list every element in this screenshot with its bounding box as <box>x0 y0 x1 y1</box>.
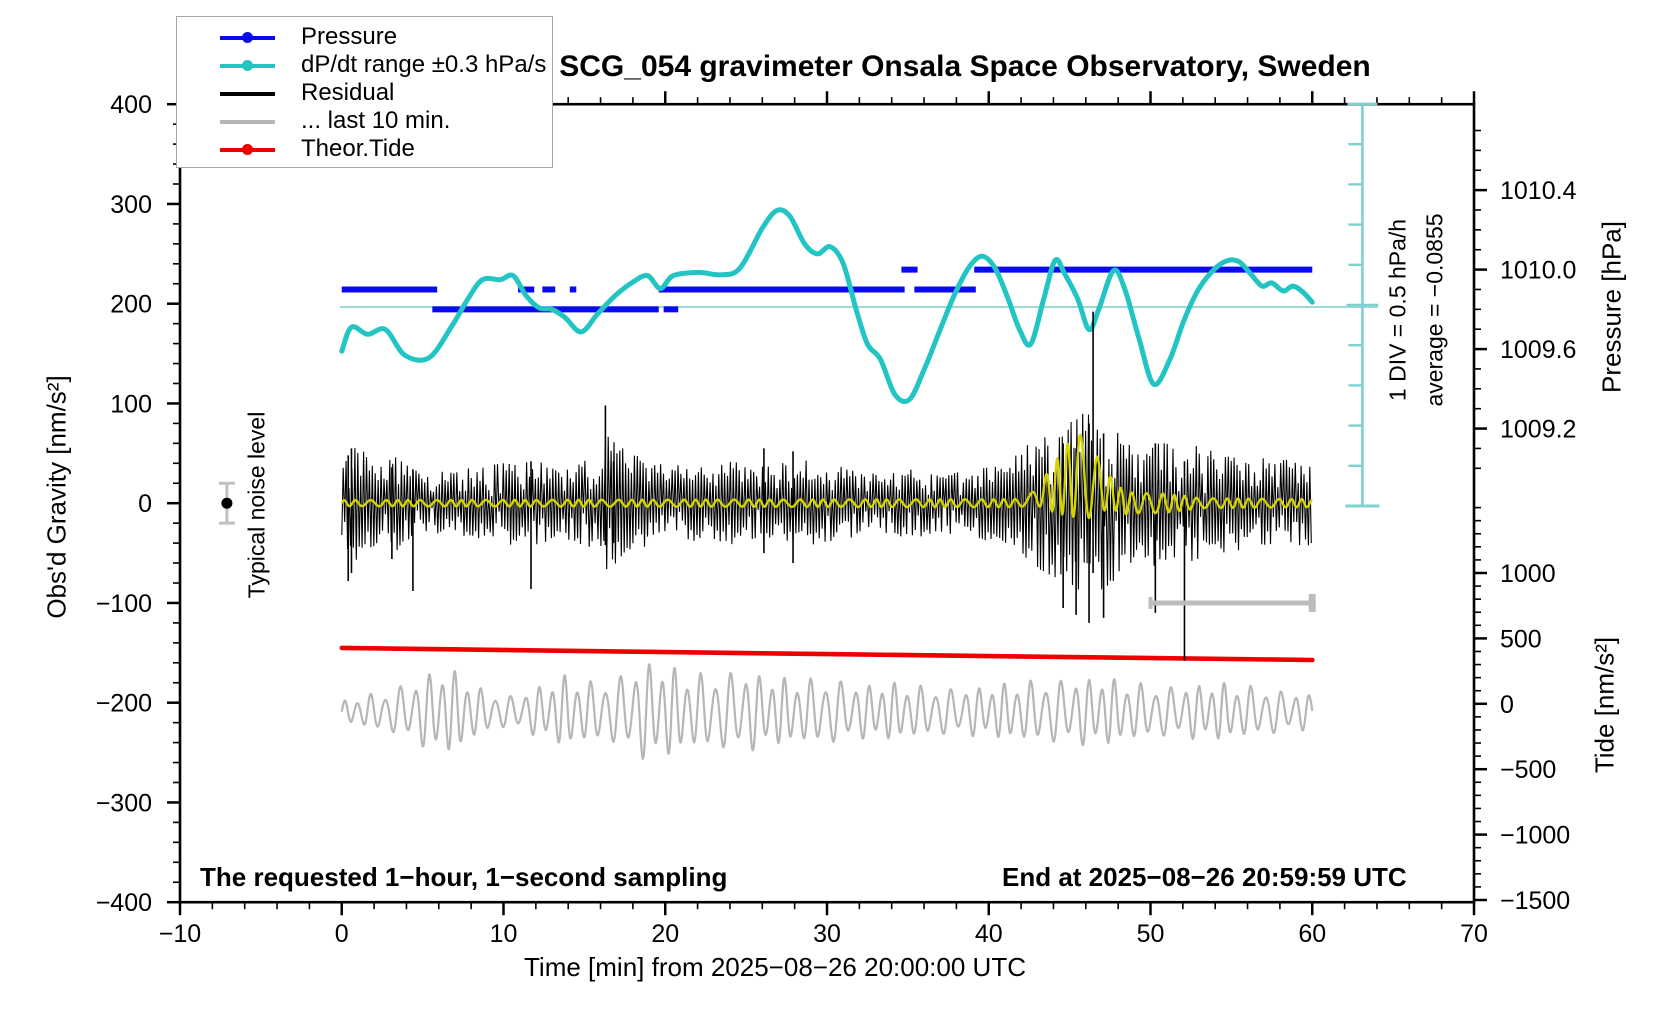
tide-axis-label: Tide [nm/s²] <box>1589 636 1620 774</box>
svg-text:400: 400 <box>110 91 152 119</box>
gravity-axis-label: Obs'd Gravity [nm/s²] <box>41 375 72 619</box>
svg-text:−500: −500 <box>1500 756 1556 784</box>
svg-text:100: 100 <box>110 390 152 418</box>
average-annotation: average = −0.0855 <box>1421 213 1448 407</box>
svg-text:1010.4: 1010.4 <box>1500 177 1577 205</box>
filtered-trace <box>340 433 1313 520</box>
legend-item-last10: ... last 10 min. <box>177 107 552 135</box>
svg-text:0: 0 <box>335 920 349 948</box>
svg-text:30: 30 <box>813 920 841 948</box>
legend-label: ... last 10 min. <box>301 107 451 134</box>
legend-label: Pressure <box>301 23 398 50</box>
svg-text:−200: −200 <box>96 690 152 718</box>
last10-bar <box>1148 593 1316 612</box>
div-scale-annotation: 1 DIV = 0.5 hPa/h <box>1384 218 1411 402</box>
legend-label: Theor.Tide <box>301 135 415 162</box>
pressure-line-icon <box>220 31 275 43</box>
svg-text:50: 50 <box>1137 920 1165 948</box>
legend-item-pressure: Pressure <box>177 23 552 51</box>
residual-line-icon <box>220 87 275 99</box>
svg-text:20: 20 <box>651 920 679 948</box>
time-axis-label: Time [min] from 2025−08−26 20:00:00 UTC <box>524 952 1026 982</box>
end-note: End at 2025−08−26 20:59:59 UTC <box>1002 862 1407 892</box>
legend-item-dpdt: dP/dt range ±0.3 hPa/s <box>177 51 552 79</box>
pressure-axis-label: Pressure [hPa] <box>1596 221 1627 393</box>
svg-text:1000: 1000 <box>1500 560 1556 588</box>
legend-box: Pressure dP/dt range ±0.3 hPa/s Residual… <box>176 16 553 168</box>
svg-text:0: 0 <box>1500 691 1514 719</box>
svg-text:−400: −400 <box>96 889 152 917</box>
noise-level-annotation: Typical noise level <box>243 411 270 599</box>
svg-text:60: 60 <box>1298 920 1326 948</box>
svg-text:−1500: −1500 <box>1500 887 1570 915</box>
noise-level-marker <box>218 481 235 525</box>
last10-line-icon <box>220 115 275 127</box>
legend-label: dP/dt range ±0.3 hPa/s <box>301 51 547 78</box>
page-title: SCG_054 gravimeter Onsala Space Observat… <box>559 50 1371 83</box>
svg-text:0: 0 <box>138 490 152 518</box>
svg-text:1009.6: 1009.6 <box>1500 336 1576 364</box>
legend-label: Residual <box>301 79 395 106</box>
plot-frame: −10 0 10 20 30 40 50 60 70−400−300−200−100010020… <box>96 91 1577 948</box>
svg-text:1009.2: 1009.2 <box>1500 416 1576 444</box>
legend-item-theor-tide: Theor.Tide <box>177 135 552 163</box>
svg-text:−1000: −1000 <box>1500 822 1570 850</box>
svg-text:−300: −300 <box>96 789 152 817</box>
residual-trace <box>341 311 1312 661</box>
dpdt-curve <box>339 207 1315 405</box>
pressure-steps <box>341 266 1313 313</box>
svg-text:10: 10 <box>490 920 518 948</box>
last10-trace <box>340 663 1314 760</box>
dpdt-line-icon <box>220 59 275 71</box>
svg-text:300: 300 <box>110 191 152 219</box>
svg-text:−10: −10 <box>159 920 201 948</box>
legend-item-residual: Residual <box>177 79 552 107</box>
svg-text:200: 200 <box>110 291 152 319</box>
sampling-note: The requested 1−hour, 1−second sampling <box>200 862 728 892</box>
theor-tide-line-icon <box>220 143 275 155</box>
svg-text:70: 70 <box>1460 920 1488 948</box>
theor-tide-line <box>339 645 1315 663</box>
svg-text:−100: −100 <box>96 590 152 618</box>
svg-text:1010.0: 1010.0 <box>1500 257 1576 285</box>
svg-text:40: 40 <box>975 920 1003 948</box>
svg-text:500: 500 <box>1500 625 1542 653</box>
